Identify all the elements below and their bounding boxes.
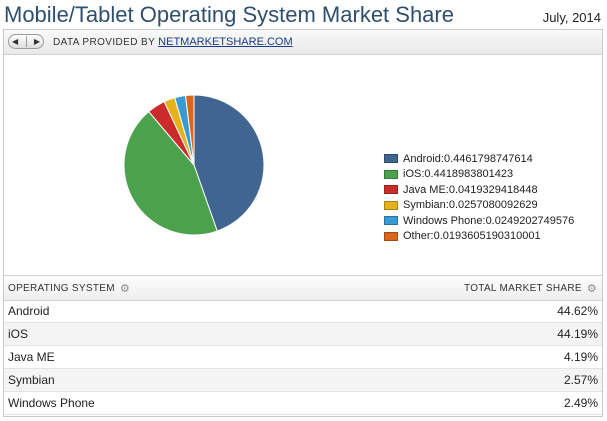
legend-value: 0.0193605190310001 xyxy=(433,230,541,243)
legend-item: Windows Phone: 0.0249202749576 xyxy=(384,213,574,229)
legend-separator: : xyxy=(421,168,425,181)
legend-item: Other: 0.0193605190310001 xyxy=(384,229,574,245)
legend-separator: : xyxy=(445,183,449,196)
table-row: Symbian 2.57% xyxy=(4,369,602,392)
legend-swatch xyxy=(384,185,398,195)
period-navigator: ◀ ▶ xyxy=(8,34,44,49)
report-date: July, 2014 xyxy=(542,10,601,25)
legend-value: 0.0419329418448 xyxy=(448,183,538,196)
source-link[interactable]: NETMARKETSHARE.COM xyxy=(158,36,293,48)
provided-by-label: DATA PROVIDED BY xyxy=(53,37,155,48)
market-share-cell: 4.19% xyxy=(563,350,598,364)
os-name-cell: iOS xyxy=(8,327,29,341)
legend-item: iOS: 0.4418983801423 xyxy=(384,167,574,183)
legend-value: 0.4418983801423 xyxy=(424,168,514,181)
legend-value: 0.4461798747614 xyxy=(443,152,533,165)
legend-separator: : xyxy=(482,214,486,227)
pie-chart xyxy=(123,94,265,236)
chart-panel: ◀ ▶ DATA PROVIDED BY NETMARKETSHARE.COM … xyxy=(3,29,603,417)
os-name-cell: Windows Phone xyxy=(8,396,95,410)
pie-slice-other[interactable] xyxy=(184,94,195,166)
market-share-cell: 2.49% xyxy=(563,396,598,410)
os-name-cell: Symbian xyxy=(8,373,55,387)
table-header: OPERATING SYSTEM ⚙ TOTAL MARKET SHARE ⚙ xyxy=(4,275,602,301)
table-row: Android 44.62% xyxy=(4,300,602,323)
toolbar: ◀ ▶ DATA PROVIDED BY NETMARKETSHARE.COM xyxy=(4,30,602,55)
column-header-label: TOTAL MARKET SHARE xyxy=(463,283,582,294)
legend-swatch xyxy=(384,216,398,226)
market-share-cell: 44.19% xyxy=(557,327,598,341)
column-header-os[interactable]: OPERATING SYSTEM ⚙ xyxy=(8,283,130,294)
legend-label: Symbian xyxy=(403,199,446,212)
pie-slice-ios[interactable] xyxy=(123,110,218,236)
os-name-cell: Android xyxy=(8,304,50,318)
os-name-cell: Java ME xyxy=(8,350,55,364)
column-header-label: OPERATING SYSTEM xyxy=(8,283,115,294)
legend-item: Symbian: 0.0257080092629 xyxy=(384,198,574,214)
legend-separator: : xyxy=(445,199,449,212)
nav-divider xyxy=(25,36,27,47)
legend-swatch xyxy=(384,154,398,164)
chart-area: Android: 0.4461798747614 iOS: 0.441898380… xyxy=(4,55,602,300)
gear-icon[interactable]: ⚙ xyxy=(119,282,131,295)
legend-swatch xyxy=(384,200,398,210)
gear-icon[interactable]: ⚙ xyxy=(586,282,597,295)
legend-label: Java ME xyxy=(403,183,446,196)
legend-label: Windows Phone xyxy=(403,214,483,227)
legend-value: 0.0257080092629 xyxy=(448,199,538,212)
legend-item: Android: 0.4461798747614 xyxy=(384,151,574,167)
table-row: iOS 44.19% xyxy=(4,323,602,346)
pie-slice-android[interactable] xyxy=(193,94,265,232)
legend-swatch xyxy=(384,231,398,241)
legend-swatch xyxy=(384,169,398,179)
legend-separator: : xyxy=(430,230,434,243)
chart-legend: Android: 0.4461798747614 iOS: 0.441898380… xyxy=(384,151,574,244)
table-row: Java ME 4.19% xyxy=(4,346,602,369)
legend-label: iOS xyxy=(403,168,422,181)
legend-value: 0.0249202749576 xyxy=(485,214,575,227)
legend-label: Android xyxy=(403,152,441,165)
legend-separator: : xyxy=(440,152,444,165)
table-body: Android 44.62% iOS 44.19% Java ME 4.19% Symbia… xyxy=(4,300,602,415)
legend-label: Other xyxy=(403,230,431,243)
column-header-share[interactable]: TOTAL MARKET SHARE ⚙ xyxy=(464,283,597,294)
market-share-cell: 2.57% xyxy=(563,373,598,387)
table-row: Windows Phone 2.49% xyxy=(4,392,602,415)
chevron-left-icon[interactable]: ◀ xyxy=(12,36,19,46)
legend-item: Java ME: 0.0419329418448 xyxy=(384,182,574,198)
page-title: Mobile/Tablet Operating System Market Sh… xyxy=(4,2,454,27)
market-share-cell: 44.62% xyxy=(557,304,598,318)
chevron-right-icon[interactable]: ▶ xyxy=(33,36,40,46)
data-source: DATA PROVIDED BY NETMARKETSHARE.COM xyxy=(53,36,293,48)
